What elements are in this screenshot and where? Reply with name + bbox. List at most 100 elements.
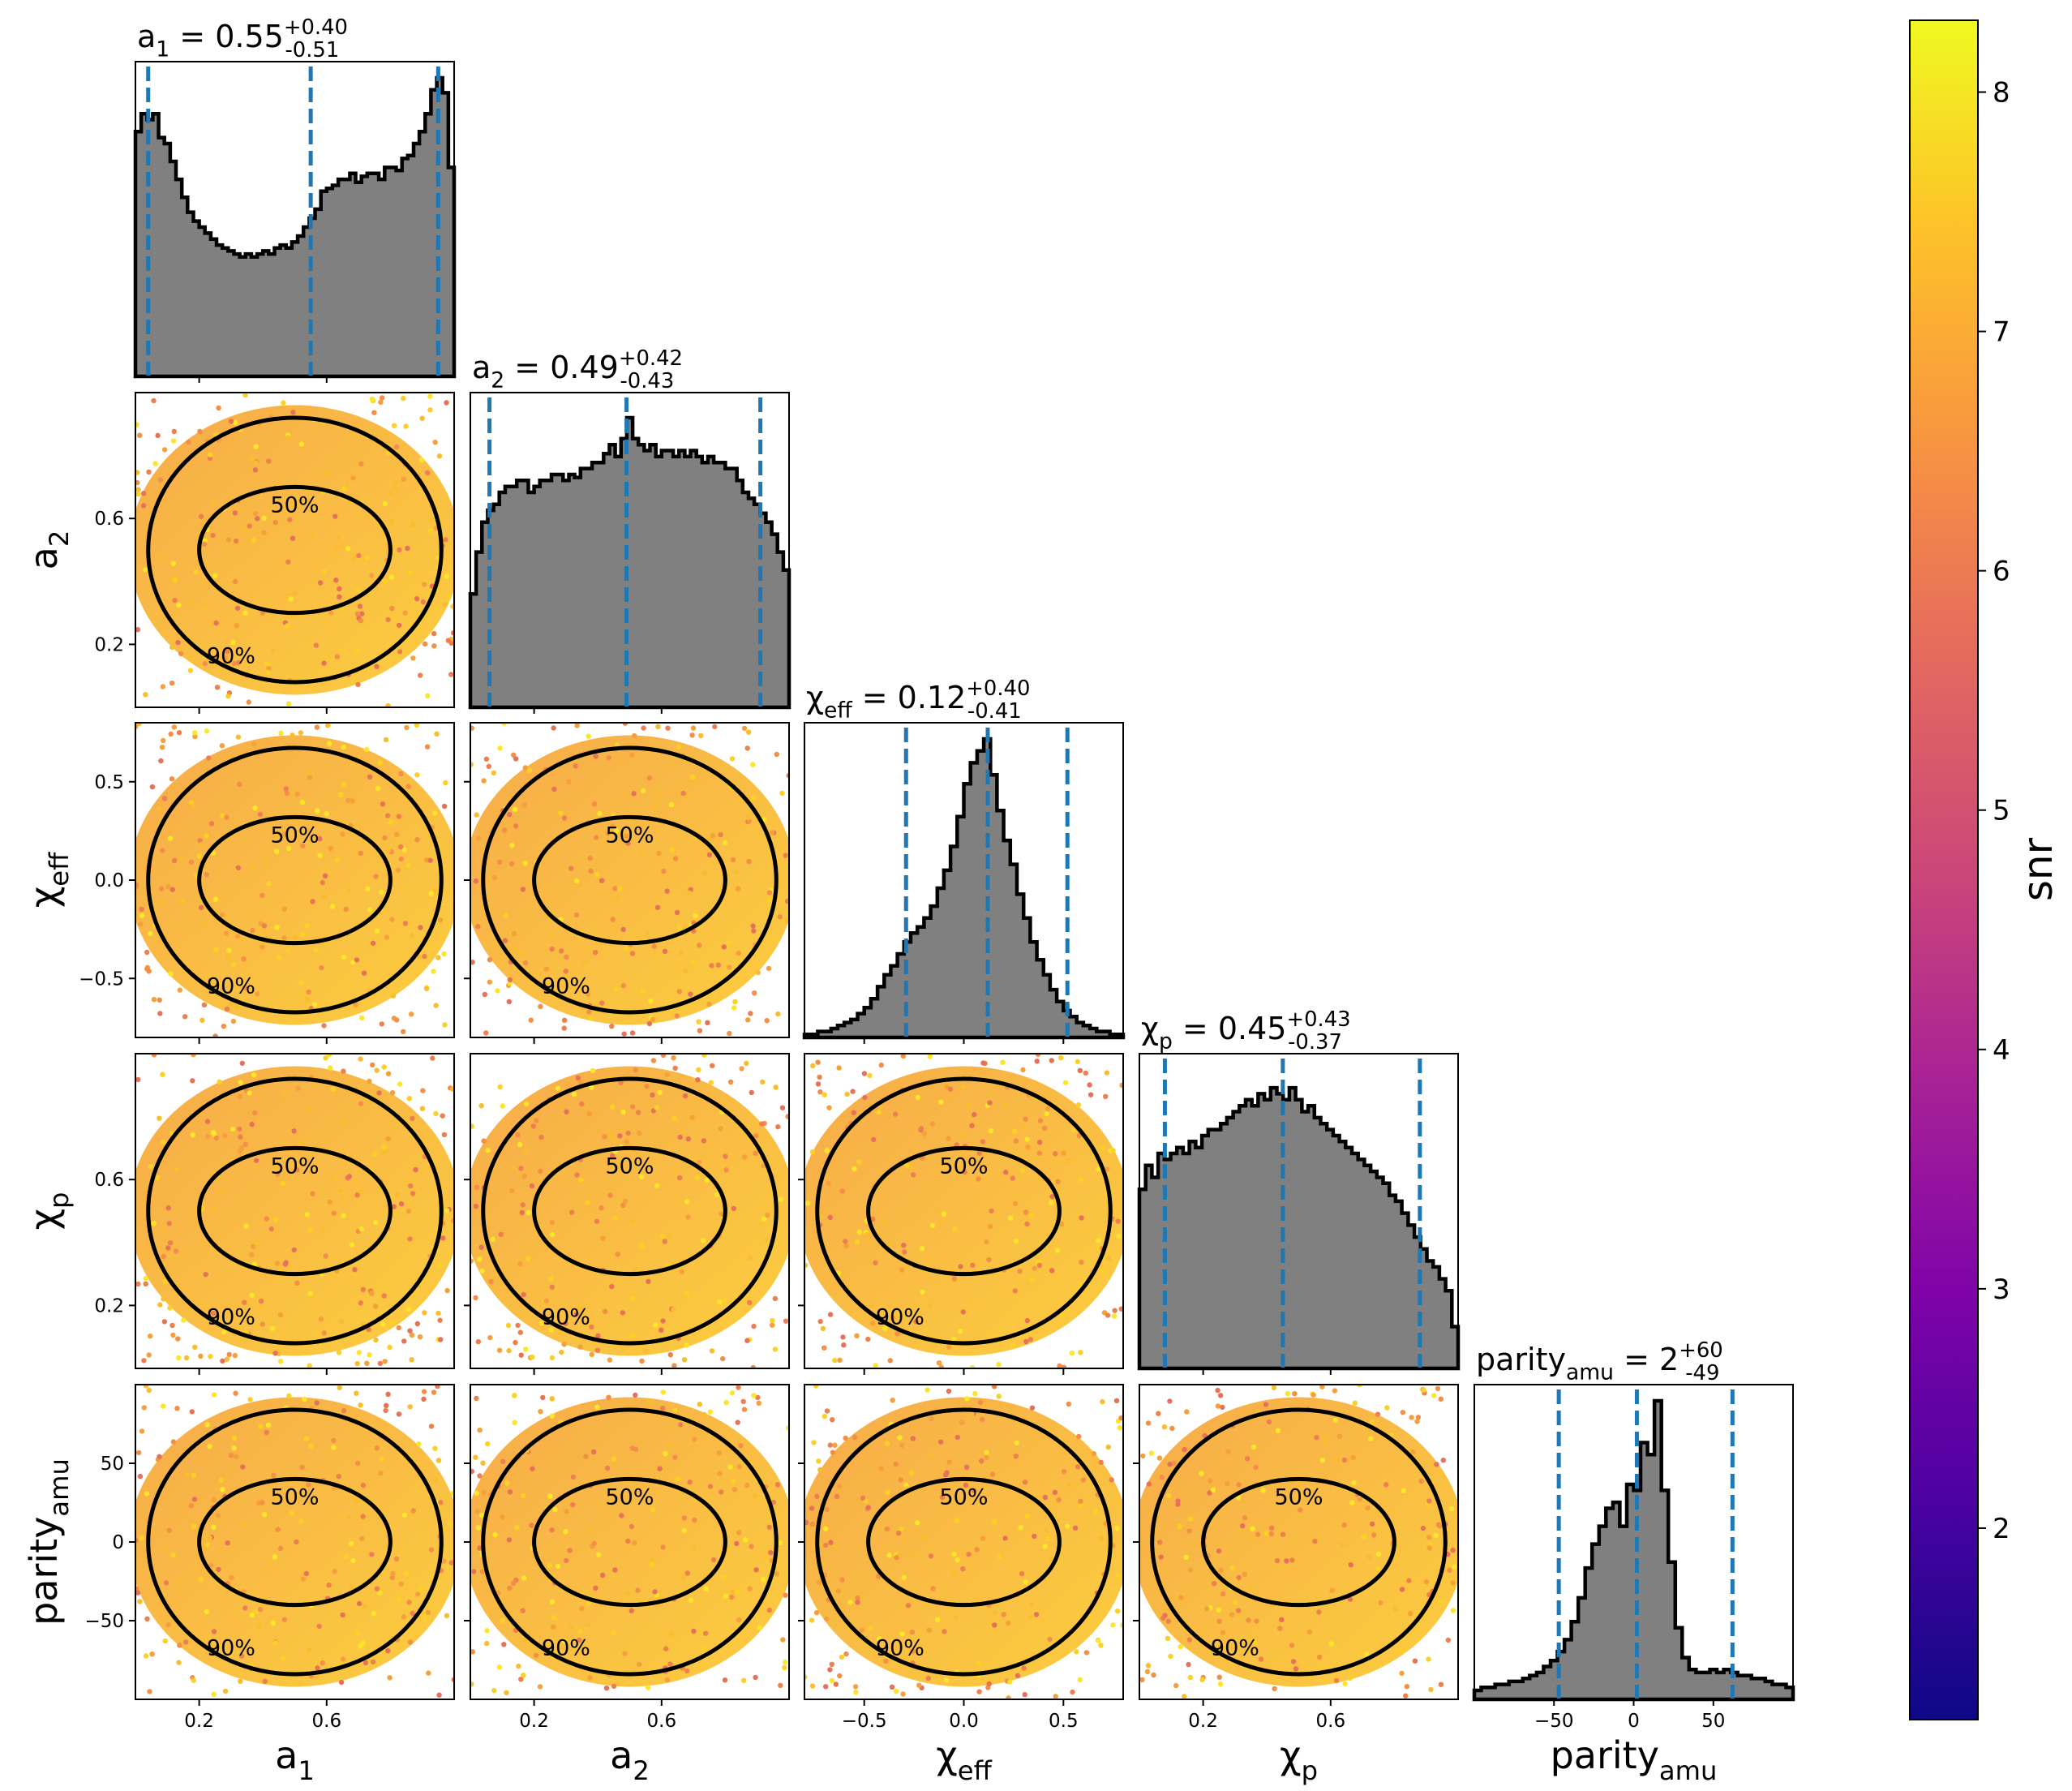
scatter-point bbox=[295, 1085, 301, 1092]
scatter-point bbox=[284, 790, 290, 797]
scatter-point bbox=[745, 1017, 751, 1023]
scatter-point bbox=[723, 1167, 729, 1173]
scatter-point bbox=[723, 840, 728, 846]
scatter-point bbox=[160, 848, 165, 853]
scatter-point bbox=[253, 1157, 260, 1163]
scatter-point bbox=[1083, 1650, 1090, 1656]
scatter-point bbox=[937, 1439, 944, 1445]
scatter-point bbox=[549, 946, 555, 952]
scatter-point bbox=[355, 1460, 361, 1467]
scatter-point bbox=[827, 1214, 833, 1221]
scatter-point bbox=[675, 1476, 680, 1482]
scatter-point bbox=[365, 886, 371, 891]
scatter-point bbox=[710, 1557, 717, 1563]
y-axis-label-parity_amu: parityamu bbox=[22, 1458, 75, 1626]
scatter-point bbox=[281, 906, 287, 912]
scatter-point bbox=[385, 1136, 391, 1142]
scatter-point bbox=[271, 1472, 277, 1478]
scatter-point bbox=[760, 1079, 766, 1085]
scatter-point bbox=[1012, 1288, 1018, 1294]
scatter-point bbox=[344, 482, 350, 487]
contour-label-90: 90% bbox=[207, 644, 255, 669]
scatter-point bbox=[926, 1627, 932, 1633]
scatter-point bbox=[278, 730, 284, 737]
scatter-point bbox=[766, 1524, 772, 1531]
scatter-point bbox=[900, 1054, 906, 1059]
scatter-point bbox=[255, 1623, 262, 1630]
scatter-point bbox=[337, 1188, 343, 1194]
scatter-point bbox=[1029, 1405, 1036, 1411]
scatter-point bbox=[249, 1612, 255, 1618]
scatter-point bbox=[615, 1252, 620, 1257]
scatter-point bbox=[328, 610, 334, 616]
scatter-point bbox=[330, 904, 336, 909]
scatter-point bbox=[176, 602, 182, 608]
contour-90 bbox=[146, 1076, 444, 1346]
scatter-point bbox=[745, 815, 752, 821]
scatter-point bbox=[952, 1615, 959, 1621]
scatter-point bbox=[369, 396, 375, 402]
scatter-point bbox=[317, 580, 324, 586]
scatter-point bbox=[223, 655, 229, 661]
scatter-point bbox=[405, 545, 410, 552]
scatter-point bbox=[291, 590, 298, 596]
scatter-point bbox=[333, 545, 340, 551]
scatter-point bbox=[674, 909, 680, 916]
scatter-point bbox=[1263, 1402, 1269, 1407]
scatter-point bbox=[976, 1689, 982, 1694]
scatter-point bbox=[331, 1210, 337, 1216]
scatter-point bbox=[266, 458, 272, 464]
scatter-point bbox=[1114, 1608, 1121, 1614]
scatter-point bbox=[920, 1289, 925, 1295]
scatter-point bbox=[1032, 1533, 1037, 1540]
scatter-point bbox=[238, 1080, 243, 1085]
scatter-point bbox=[358, 1056, 363, 1062]
scatter-point bbox=[511, 752, 517, 758]
scatter-point bbox=[893, 1461, 899, 1467]
scatter-point bbox=[1208, 1478, 1213, 1484]
x-tick-label: 0.2 bbox=[519, 1711, 549, 1732]
scatter-point bbox=[219, 743, 225, 749]
scatter-point bbox=[165, 1245, 171, 1251]
scatter-point bbox=[957, 1328, 963, 1334]
scatter-point bbox=[637, 1661, 642, 1667]
scatter-point bbox=[1410, 1449, 1416, 1455]
scatter-point bbox=[621, 1031, 627, 1037]
scatter-point bbox=[221, 986, 226, 992]
panel-chi_eff-parity_amu: 90%50%−0.5 0.0 0.5 bbox=[798, 1384, 1124, 1732]
scatter-point bbox=[350, 1557, 356, 1564]
scatter-point bbox=[1056, 1497, 1062, 1503]
scatter-point bbox=[855, 1595, 860, 1601]
scatter-point bbox=[782, 1664, 787, 1671]
scatter-point bbox=[177, 1643, 182, 1648]
scatter-point bbox=[534, 1118, 539, 1123]
y-tick-label: 0.6 bbox=[94, 509, 124, 530]
scatter-point bbox=[1332, 1388, 1338, 1394]
scatter-point bbox=[607, 1130, 614, 1136]
scatter-point bbox=[594, 1218, 600, 1224]
scatter-point bbox=[620, 983, 626, 989]
scatter-point bbox=[299, 932, 306, 938]
scatter-point bbox=[902, 1249, 907, 1255]
scatter-point bbox=[385, 1071, 392, 1076]
scatter-point bbox=[1414, 1419, 1420, 1424]
y-tick-label: 0.2 bbox=[94, 1295, 124, 1316]
x-axis-label-a2: a2 bbox=[610, 1733, 650, 1786]
scatter-point bbox=[354, 648, 361, 654]
contour-50 bbox=[866, 1476, 1062, 1608]
scatter-point bbox=[183, 1355, 190, 1361]
scatter-point bbox=[1440, 1458, 1447, 1463]
scatter-point bbox=[1433, 1532, 1439, 1539]
scatter-point bbox=[832, 1442, 838, 1448]
scatter-point bbox=[374, 1445, 380, 1451]
scatter-point bbox=[641, 725, 646, 731]
scatter-point bbox=[1341, 1457, 1348, 1463]
scatter-point bbox=[350, 798, 355, 804]
scatter-point bbox=[727, 1030, 732, 1037]
scatter-point bbox=[380, 1456, 385, 1462]
scatter-point bbox=[216, 1566, 221, 1573]
scatter-point bbox=[251, 1072, 257, 1078]
scatter-point bbox=[595, 1333, 601, 1339]
scatter-point bbox=[1032, 1080, 1038, 1086]
scatter-point bbox=[698, 732, 704, 739]
